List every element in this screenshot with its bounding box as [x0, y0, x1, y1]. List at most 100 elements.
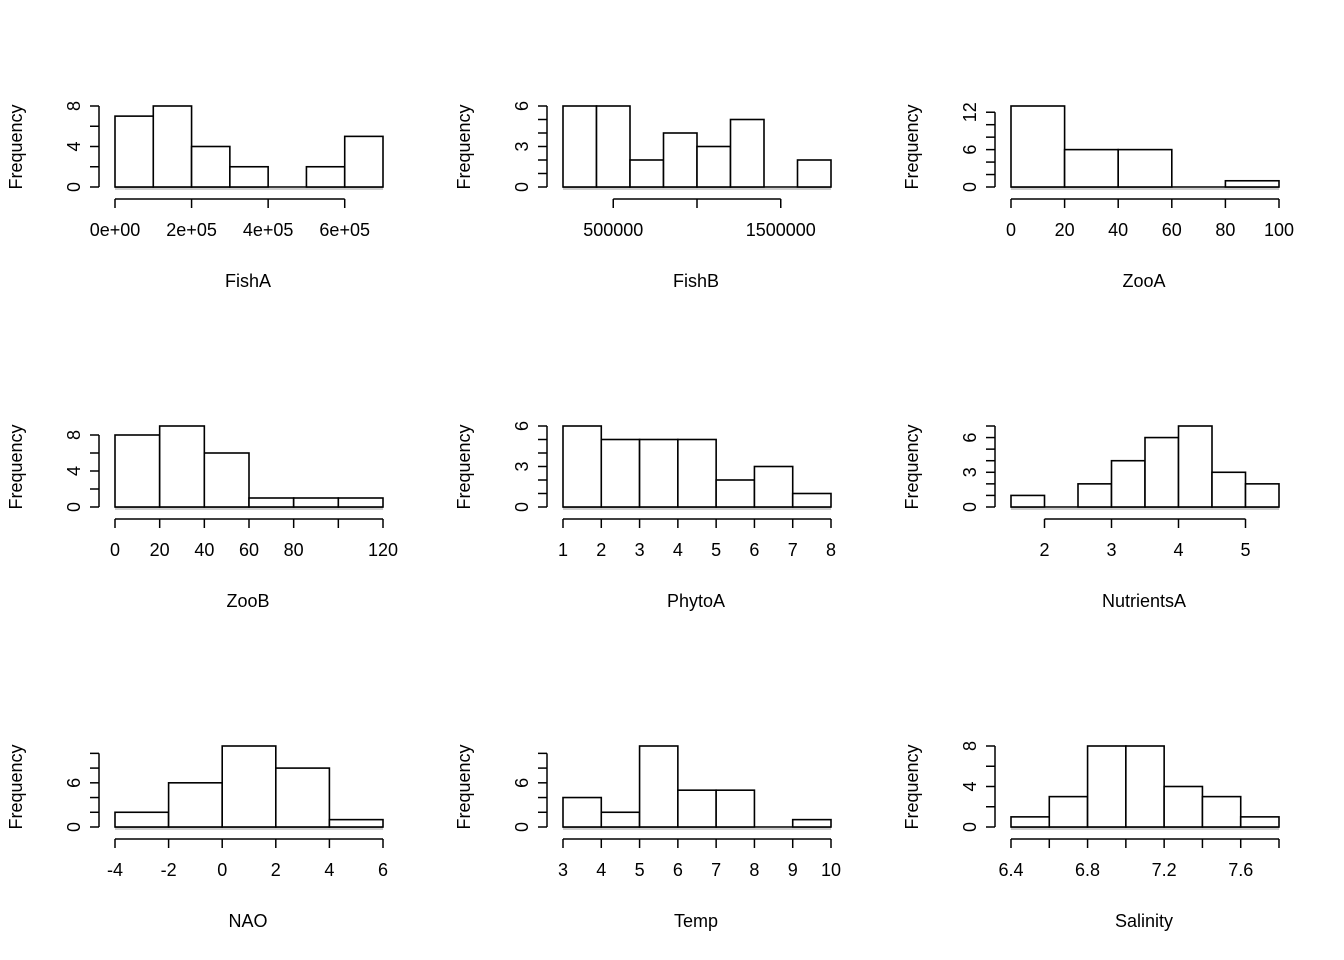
- histogram-bar: [600, 438, 641, 508]
- histogram-panel-fisha: 0e+00 2e+05 4e+05 6e+05 0 4 8 FishA Frequency: [6, 101, 384, 291]
- x-tick-label: 6.8: [1075, 860, 1100, 880]
- histogram-bar: [729, 118, 765, 188]
- x-tick-label: 6: [673, 860, 683, 880]
- y-tick-label: 0: [960, 502, 980, 512]
- histogram-bar: [753, 465, 794, 508]
- histogram-bar: [152, 105, 193, 188]
- y-axis-label: Frequency: [454, 424, 474, 509]
- x-tick-label: 1: [558, 540, 568, 560]
- y-axis-label: Frequency: [6, 744, 26, 829]
- x-tick-label: 7: [711, 860, 721, 880]
- y-tick-label: 0: [960, 822, 980, 832]
- y-tick-label: 8: [64, 430, 84, 440]
- histogram-bar: [203, 452, 250, 508]
- x-tick-label: 3: [635, 540, 645, 560]
- histogram-bar: [1211, 471, 1247, 508]
- x-tick-label: 1500000: [746, 220, 816, 240]
- histogram-panel-temp: 3 4 5 6 7 8 9 10 0 6 Temp Frequency: [454, 744, 841, 931]
- histogram-bar: [629, 159, 665, 188]
- y-tick-label: 0: [512, 182, 532, 192]
- histogram-panel-salinity: 6.4 6.8 7.2 7.6 0 4 8 Salinity Frequency: [902, 741, 1280, 931]
- histogram-bar: [638, 438, 679, 508]
- x-tick-label: 500000: [583, 220, 643, 240]
- y-axis-label: Frequency: [902, 424, 922, 509]
- x-tick-label: 4: [1173, 540, 1183, 560]
- x-tick-label: 0: [217, 860, 227, 880]
- x-tick-label: 10: [821, 860, 841, 880]
- y-tick-label: 4: [64, 466, 84, 476]
- x-tick-label: -2: [161, 860, 177, 880]
- x-tick-label: 6.4: [998, 860, 1023, 880]
- x-tick-label: 2: [1039, 540, 1049, 560]
- y-tick-label: 4: [960, 781, 980, 791]
- histogram-bar: [114, 434, 161, 508]
- histogram-bar: [796, 159, 832, 188]
- histogram-bar: [1163, 785, 1204, 828]
- histogram-bar: [715, 789, 756, 828]
- x-tick-label: 3: [1106, 540, 1116, 560]
- y-tick-label: 3: [960, 467, 980, 477]
- y-tick-label: 0: [64, 822, 84, 832]
- x-axis-label: Salinity: [1115, 911, 1173, 931]
- x-tick-label: 4: [324, 860, 334, 880]
- x-tick-label: 6: [378, 860, 388, 880]
- histogram-bar: [190, 145, 231, 188]
- histogram-bar: [221, 745, 277, 828]
- x-axis-label: NutrientsA: [1102, 591, 1186, 611]
- histogram-panel-phytoa: 1 2 3 4 5 6 7 8 0 3 6 PhytoA Frequency: [454, 421, 836, 611]
- x-tick-label: 100: [1264, 220, 1294, 240]
- histogram-bar: [1010, 816, 1051, 828]
- x-axis-label: FishB: [673, 271, 719, 291]
- y-tick-label: 0: [960, 182, 980, 192]
- x-tick-label: 4: [673, 540, 683, 560]
- histogram-bar: [114, 115, 155, 188]
- histogram-bar: [638, 745, 679, 828]
- histogram-bar: [328, 818, 384, 828]
- x-tick-label: 8: [749, 860, 759, 880]
- histogram-bar: [1125, 745, 1165, 828]
- y-axis-label: Frequency: [6, 104, 26, 189]
- x-axis-label: NAO: [228, 911, 267, 931]
- histogram-bar: [562, 105, 598, 188]
- y-tick-label: 0: [64, 502, 84, 512]
- histogram-bar: [158, 425, 206, 508]
- histogram-bar: [1010, 105, 1066, 188]
- x-tick-label: 9: [788, 860, 798, 880]
- histogram-bar: [1144, 436, 1180, 508]
- histogram-panel-zooa: 0 20 40 60 80 100 0 6 12 ZooA Frequency: [902, 102, 1294, 291]
- histogram-bar: [791, 818, 832, 828]
- histogram-bar: [229, 165, 269, 188]
- y-tick-label: 6: [512, 421, 532, 431]
- x-axis-label: Temp: [674, 911, 718, 931]
- x-tick-label: 6e+05: [319, 220, 370, 240]
- histogram-bar: [677, 438, 717, 508]
- histogram-panel-fishb: 500000 1500000 0 3 6 FishB Frequency: [454, 101, 832, 291]
- y-tick-label: 3: [512, 461, 532, 471]
- histogram-bar: [595, 105, 631, 188]
- histogram-bar: [248, 497, 295, 508]
- y-axis-label: Frequency: [902, 104, 922, 189]
- x-tick-label: -4: [107, 860, 123, 880]
- histogram-bar: [292, 497, 340, 508]
- x-tick-label: 8: [826, 540, 836, 560]
- histogram-bar: [662, 132, 698, 188]
- histogram-bar: [600, 811, 641, 828]
- histogram-bar: [1244, 483, 1280, 508]
- x-tick-label: 3: [558, 860, 568, 880]
- x-tick-label: 120: [368, 540, 398, 560]
- y-tick-label: 0: [512, 502, 532, 512]
- histogram-bar: [343, 135, 384, 188]
- histogram-bar: [1117, 148, 1173, 188]
- x-tick-label: 20: [1055, 220, 1075, 240]
- histogram-bar: [1110, 459, 1146, 508]
- histogram-bar: [791, 492, 832, 508]
- y-tick-label: 4: [64, 141, 84, 151]
- x-tick-label: 80: [1215, 220, 1235, 240]
- y-tick-label: 3: [512, 141, 532, 151]
- y-tick-label: 0: [512, 822, 532, 832]
- x-tick-label: 7.6: [1228, 860, 1253, 880]
- x-tick-label: 6: [749, 540, 759, 560]
- histogram-bar: [274, 767, 331, 828]
- y-axis-label: Frequency: [902, 744, 922, 829]
